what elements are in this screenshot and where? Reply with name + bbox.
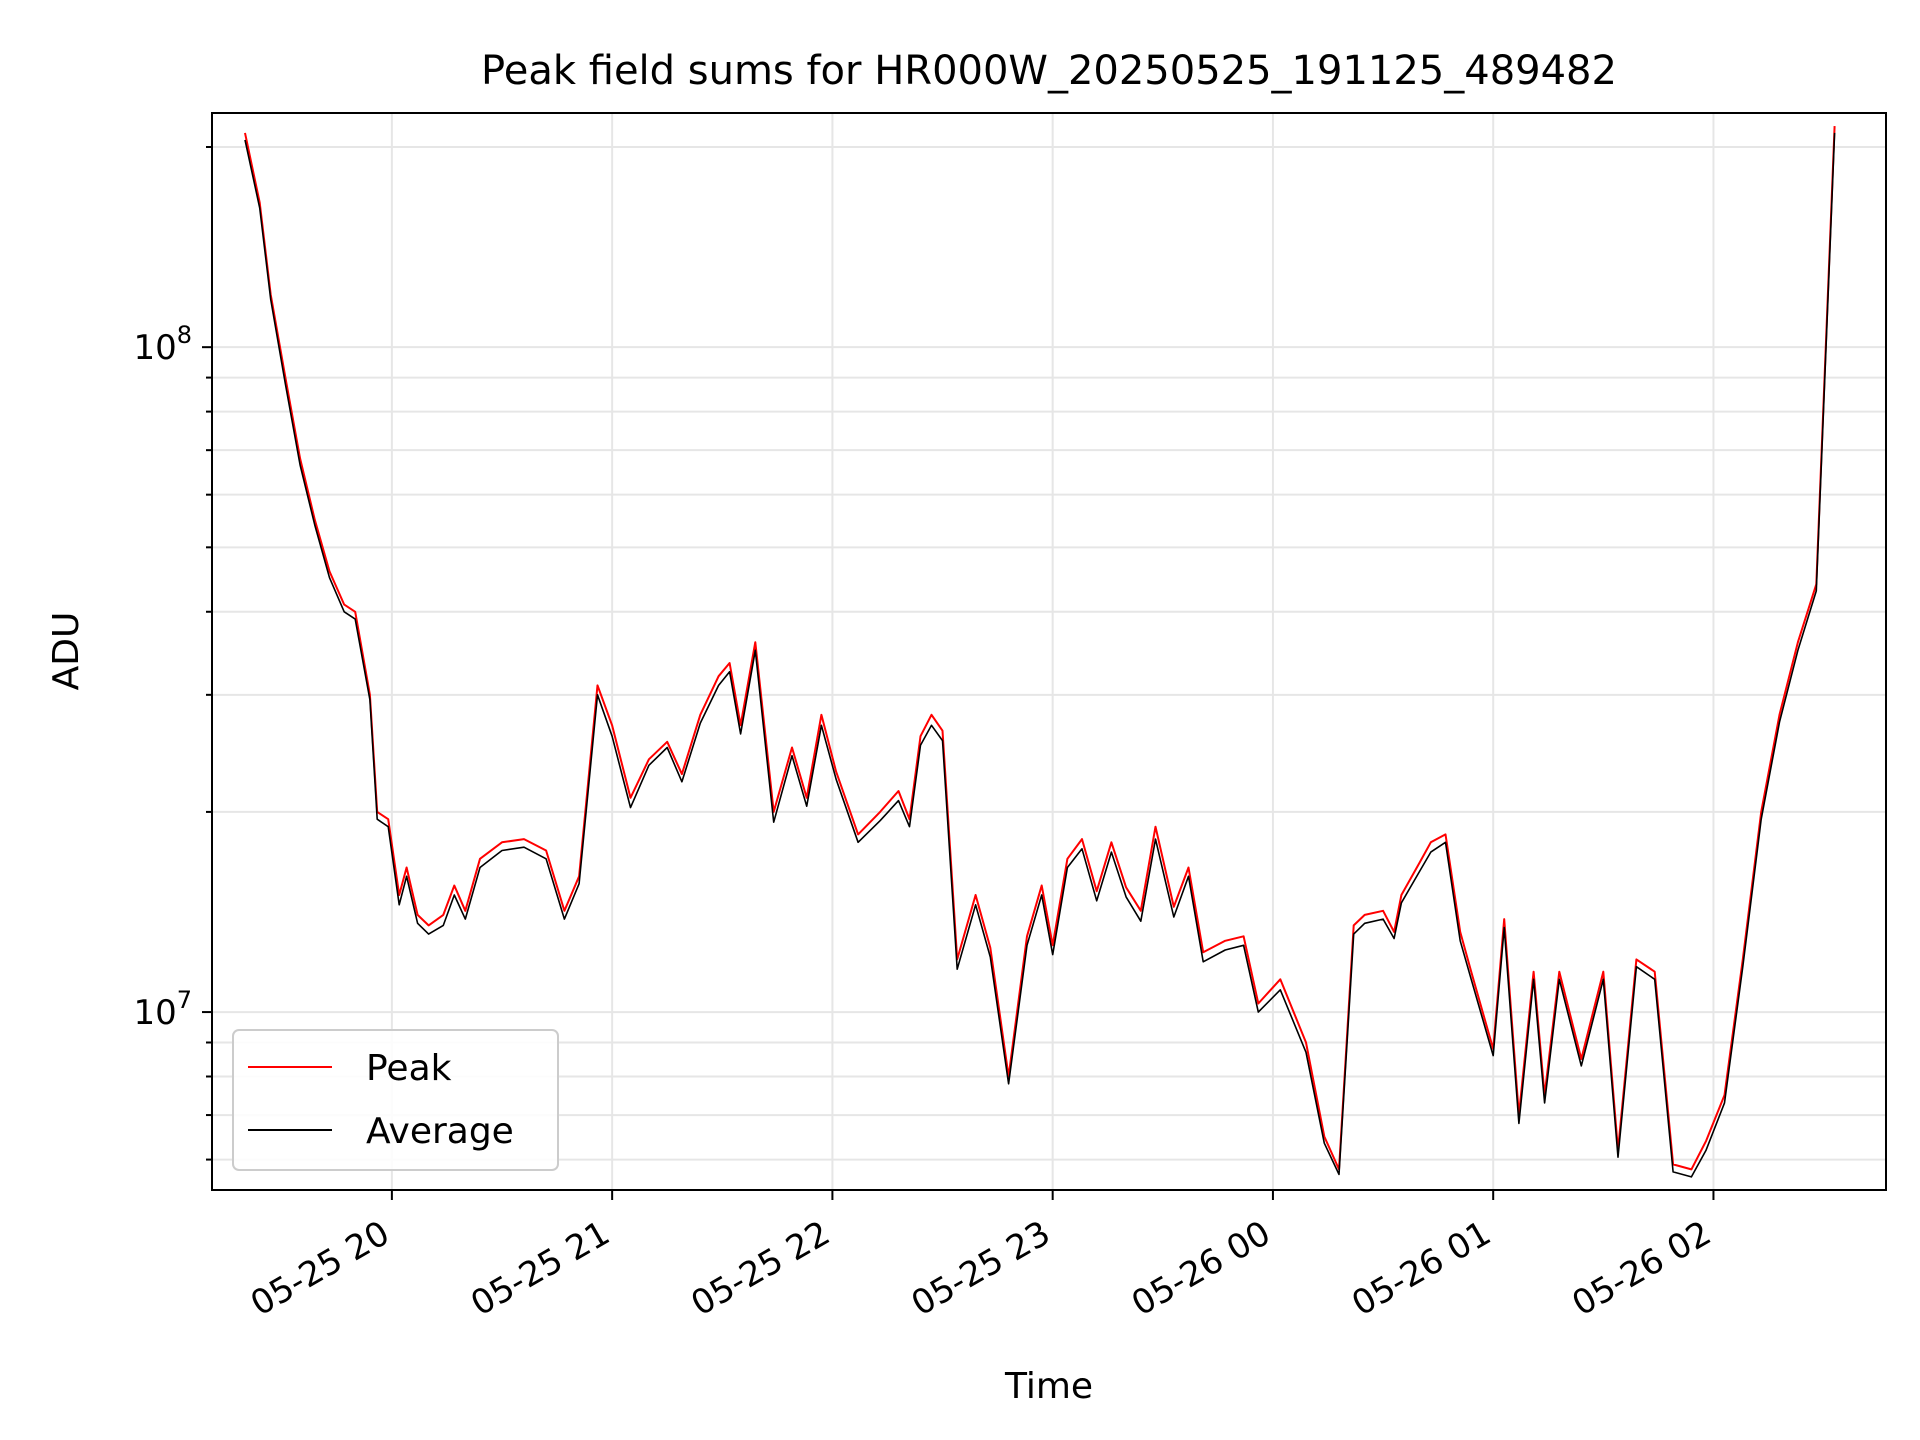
- x-axis-label: Time: [1004, 1366, 1093, 1407]
- y-axis-label: ADU: [46, 612, 87, 691]
- series-line-average: [244, 132, 1836, 1178]
- legend-label-peak: Peak: [366, 1048, 452, 1089]
- y-tick-label: 107: [133, 986, 192, 1033]
- series-lines: [244, 126, 1836, 1178]
- legend-label-average: Average: [366, 1111, 514, 1152]
- series-line-peak: [244, 126, 1836, 1171]
- legend-box: [232, 1029, 559, 1171]
- plot-area-frame: [211, 112, 1887, 1191]
- grid: [212, 113, 1886, 1190]
- y-tick-label: 108: [133, 321, 192, 368]
- chart-title: Peak field sums for HR000W_20250525_1911…: [481, 48, 1617, 94]
- legend: Peak Average: [232, 1029, 559, 1171]
